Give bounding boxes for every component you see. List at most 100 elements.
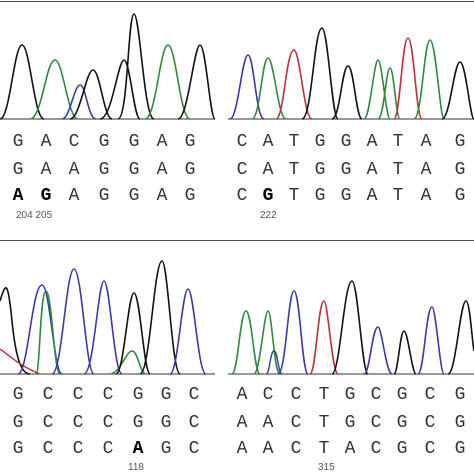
base: G — [160, 385, 172, 405]
base: C — [72, 439, 84, 459]
base: T — [288, 186, 300, 206]
base: C — [290, 413, 302, 433]
base: A — [156, 132, 168, 152]
seq-row-2: C A T G G A T A G — [228, 160, 474, 180]
seq-row-2: G C C C G G C — [0, 413, 215, 433]
base: G — [184, 160, 196, 180]
base: A — [156, 160, 168, 180]
base: C — [188, 439, 200, 459]
seq-row-1: A C C T G C G C G — [228, 385, 474, 405]
base: C — [42, 439, 54, 459]
base: T — [318, 439, 330, 459]
base: C — [370, 385, 382, 405]
base: G — [454, 186, 466, 206]
middle-divider — [0, 240, 474, 241]
peak-A — [29, 59, 79, 120]
base: A — [68, 186, 80, 206]
base: C — [370, 439, 382, 459]
base: C — [424, 439, 436, 459]
base: C — [42, 385, 54, 405]
base: C — [424, 385, 436, 405]
base: G — [454, 439, 466, 459]
base: C — [42, 413, 54, 433]
base: A — [366, 132, 378, 152]
peak-G — [99, 59, 141, 120]
mutant-base: G — [262, 186, 274, 206]
base: A — [40, 160, 52, 180]
base: G — [160, 413, 172, 433]
panel-top-left: G A C G G A G G A A G G A G A G A G G A … — [0, 0, 215, 240]
base: G — [184, 132, 196, 152]
base: G — [184, 186, 196, 206]
base: G — [160, 439, 172, 459]
base: C — [424, 413, 436, 433]
base: A — [262, 439, 274, 459]
seq-row-1: G C C C G G C — [0, 385, 215, 405]
base: A — [236, 413, 248, 433]
base: C — [262, 385, 274, 405]
chromatogram-bottom-right — [228, 280, 474, 375]
base: A — [366, 160, 378, 180]
position-label: 315 — [318, 462, 335, 473]
base: T — [392, 186, 404, 206]
seq-row-2: A A C T G C G C G — [228, 413, 474, 433]
base: A — [262, 132, 274, 152]
mutant-base: G — [40, 186, 52, 206]
base: A — [68, 160, 80, 180]
peak-G — [117, 13, 155, 120]
base: G — [454, 385, 466, 405]
seq-row-1: C A T G G A T A G — [228, 132, 474, 152]
base: C — [72, 385, 84, 405]
base: A — [156, 186, 168, 206]
base: C — [290, 385, 302, 405]
chromatogram-top-left — [0, 13, 215, 120]
base: C — [102, 439, 114, 459]
base: G — [396, 413, 408, 433]
base: T — [392, 160, 404, 180]
base: C — [290, 439, 302, 459]
peak-G — [177, 44, 215, 120]
base: G — [132, 385, 144, 405]
base: A — [420, 186, 432, 206]
base: A — [262, 413, 274, 433]
base: G — [454, 160, 466, 180]
panel-bottom-right: A C C T G C G C G A A C T G C G C G A A … — [228, 241, 474, 474]
base: C — [68, 132, 80, 152]
base: A — [40, 132, 52, 152]
base: G — [12, 132, 24, 152]
seq-row-3: A A C T A C G C G — [228, 439, 474, 459]
base: C — [102, 385, 114, 405]
seq-row-3: G C C C A G C — [0, 439, 215, 459]
position-label: 222 — [260, 210, 277, 221]
base: G — [98, 186, 110, 206]
base: G — [314, 186, 326, 206]
base: T — [318, 413, 330, 433]
base: A — [236, 439, 248, 459]
panel-top-right: C A T G G A T A G C A T G G A T A G C G … — [228, 0, 474, 240]
base: G — [340, 132, 352, 152]
top-border — [0, 1, 474, 2]
chromatogram-bottom-left — [0, 260, 215, 375]
base: G — [454, 413, 466, 433]
base: G — [128, 160, 140, 180]
base: G — [314, 132, 326, 152]
position-label: 118 — [128, 462, 144, 473]
mutant-base: A — [12, 186, 24, 206]
base: C — [370, 413, 382, 433]
base: A — [366, 186, 378, 206]
base: G — [12, 385, 24, 405]
base: T — [288, 132, 300, 152]
base: C — [188, 385, 200, 405]
base: C — [102, 413, 114, 433]
base: C — [72, 413, 84, 433]
position-label: 204 205 — [16, 210, 53, 221]
peak-A — [144, 44, 191, 120]
base: G — [98, 160, 110, 180]
peak-C — [61, 84, 97, 120]
base: G — [340, 186, 352, 206]
base: A — [420, 132, 432, 152]
base: G — [396, 439, 408, 459]
peak-G — [69, 69, 113, 120]
base: C — [236, 186, 248, 206]
